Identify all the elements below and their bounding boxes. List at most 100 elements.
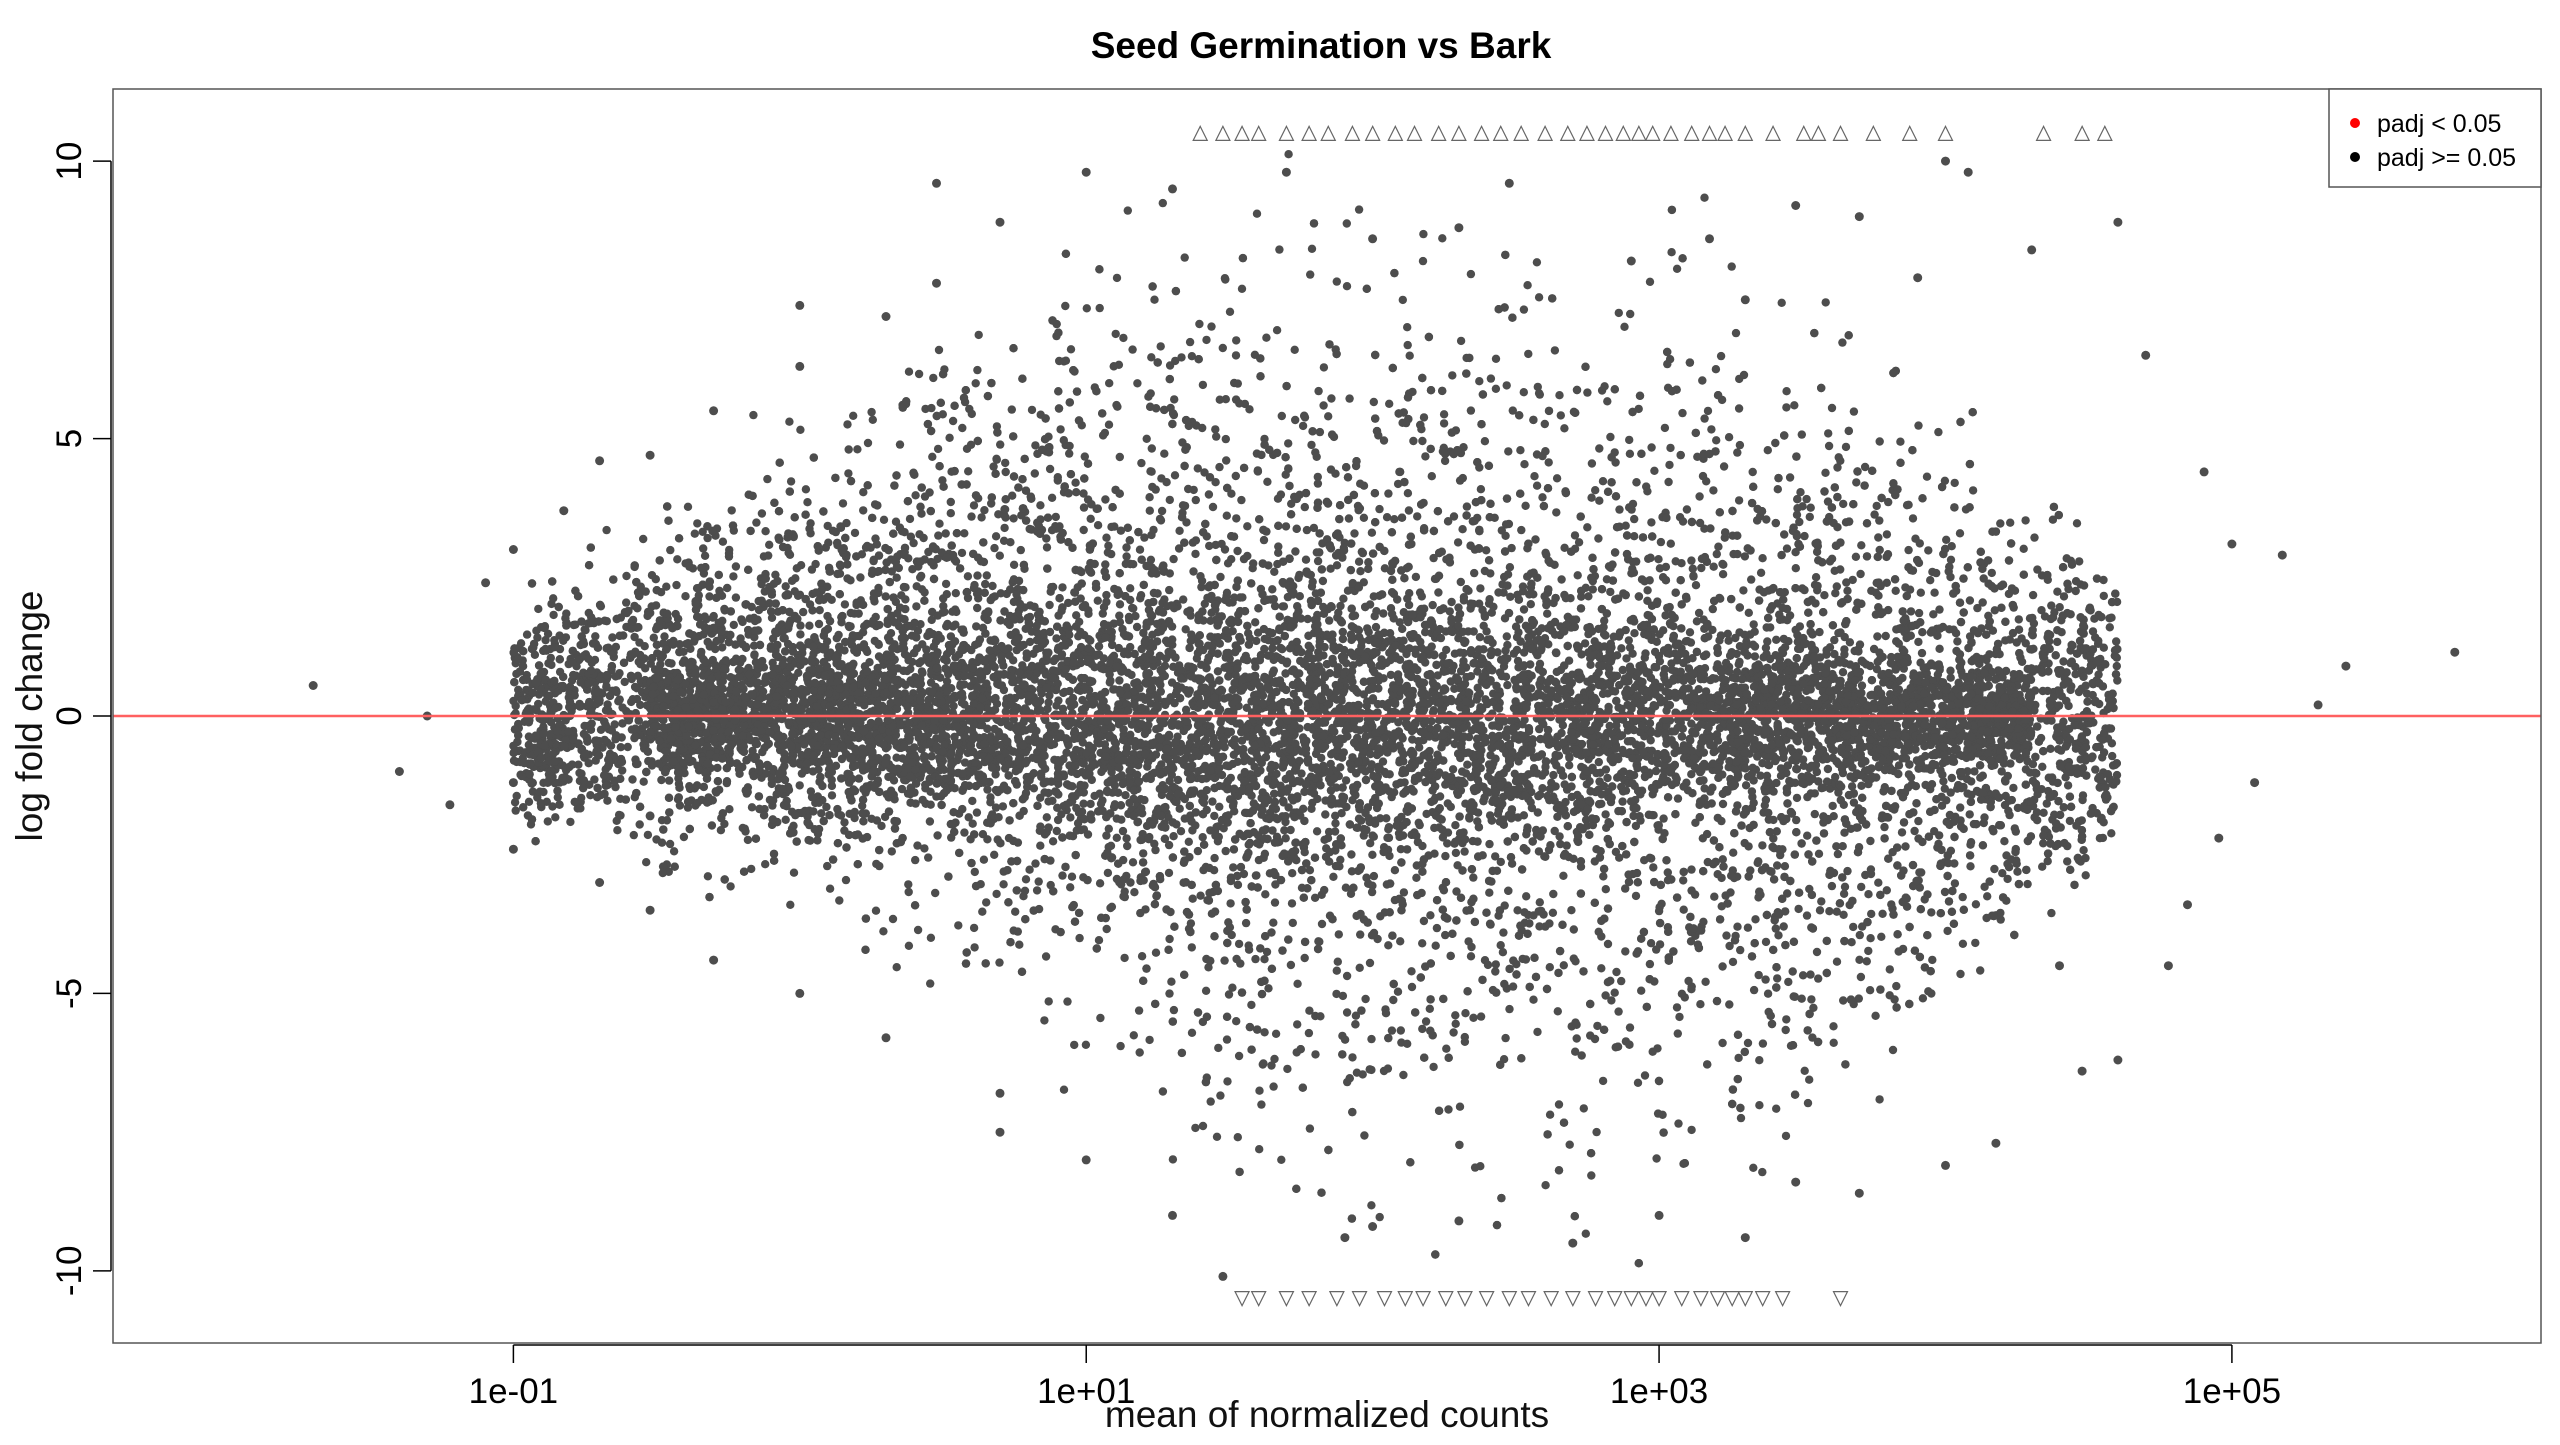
cloud-point <box>1914 608 1924 618</box>
cloud-point <box>1009 560 1019 569</box>
cloud-point <box>1556 411 1566 420</box>
cloud-point <box>1310 893 1320 902</box>
cloud-point <box>731 562 741 571</box>
cloud-point <box>642 858 651 867</box>
cloud-point <box>1431 941 1440 950</box>
cloud-point <box>1882 530 1892 539</box>
cloud-point <box>1724 636 1733 645</box>
cloud-point <box>1501 1033 1510 1043</box>
cloud-point <box>1356 930 1365 939</box>
cloud-point <box>2038 686 2048 696</box>
cloud-point <box>1350 529 1359 538</box>
cloud-point <box>1734 404 1744 413</box>
cloud-point <box>1971 900 1981 909</box>
cloud-point <box>1107 902 1117 911</box>
cloud-point <box>1165 585 1174 595</box>
cloud-point <box>1040 1016 1049 1025</box>
cloud-point <box>1871 1011 1880 1020</box>
cloud-point <box>1929 610 1938 619</box>
cloud-point <box>723 583 732 593</box>
cloud-point <box>1407 982 1417 992</box>
cloud-point <box>1191 1123 1200 1133</box>
cloud-point <box>968 819 977 828</box>
cloud-point <box>1952 646 1961 656</box>
cloud-point <box>970 867 979 877</box>
cloud-point <box>904 941 914 950</box>
cloud-point <box>957 548 967 558</box>
cloud-point <box>1210 853 1219 863</box>
cloud-point <box>827 595 836 604</box>
cloud-point <box>801 485 811 494</box>
cloud-point <box>1221 434 1231 444</box>
cloud-point <box>1067 872 1077 881</box>
cloud-point <box>1559 961 1569 970</box>
cloud-point <box>1202 335 1211 345</box>
cloud-point <box>1204 963 1213 972</box>
cloud-point <box>1603 939 1613 949</box>
cloud-point <box>2095 834 2105 843</box>
cloud-point <box>1965 810 1974 819</box>
cloud-point <box>2071 577 2081 586</box>
cloud-point <box>1875 1095 1884 1104</box>
cloud-point <box>1719 560 1728 569</box>
cloud-point <box>630 632 639 642</box>
cloud-point <box>1001 467 1010 477</box>
cloud-point <box>1393 987 1403 996</box>
cloud-point <box>1557 575 1566 584</box>
cloud-point <box>618 766 627 775</box>
cloud-point <box>1081 1040 1091 1050</box>
cloud-point <box>1810 809 1820 819</box>
cloud-point <box>1234 939 1244 949</box>
cloud-point <box>1989 827 1998 836</box>
cloud-point <box>1718 1038 1727 1048</box>
cloud-point <box>1233 1133 1243 1142</box>
cloud-point <box>1672 1003 1682 1012</box>
cloud-point <box>1469 1013 1478 1022</box>
cloud-point <box>1103 868 1113 878</box>
cloud-point <box>1958 892 1967 902</box>
cloud-point <box>1319 401 1328 410</box>
cloud-point <box>1235 399 1244 408</box>
cloud-point <box>835 896 844 905</box>
cloud-point <box>1502 381 1511 390</box>
cloud-point <box>1001 458 1010 468</box>
cloud-point <box>1892 981 1901 991</box>
cloud-point <box>912 602 921 611</box>
cloud-point <box>934 345 944 355</box>
cloud-point <box>1111 329 1120 339</box>
cloud-point <box>1324 412 1333 421</box>
cloud-point <box>679 832 689 842</box>
cloud-point <box>1672 264 1682 273</box>
cloud-point <box>2001 636 2010 645</box>
cloud-point <box>1458 525 1467 534</box>
cloud-point <box>1315 427 1325 437</box>
cloud-point <box>1284 150 1293 159</box>
cloud-point <box>2021 516 2030 525</box>
cloud-point <box>867 407 876 417</box>
cloud-point <box>1165 989 1174 998</box>
cloud-point <box>534 699 543 709</box>
cloud-point <box>1425 669 1435 679</box>
cloud-point <box>1193 464 1203 473</box>
cloud-point <box>2033 816 2042 825</box>
cloud-point <box>1429 1062 1438 1072</box>
cloud-point <box>1439 419 1449 428</box>
cloud-point <box>1601 885 1611 894</box>
cloud-point <box>1763 446 1773 455</box>
cloud-point <box>1370 612 1379 621</box>
cloud-point <box>881 592 890 601</box>
cloud-point <box>781 815 790 824</box>
cloud-point <box>1947 773 1957 783</box>
cloud-point <box>608 633 617 642</box>
cloud-point <box>602 617 611 626</box>
cloud-point <box>2075 557 2084 566</box>
cloud-point <box>1491 384 1501 393</box>
cloud-point <box>1855 955 1864 964</box>
cloud-point <box>1119 333 1128 343</box>
cloud-point <box>1519 388 1529 397</box>
cloud-point <box>1709 562 1718 571</box>
cloud-point <box>1736 945 1745 955</box>
cloud-point <box>1270 567 1279 576</box>
cloud-point <box>1874 533 1883 542</box>
cloud-point <box>1588 585 1598 594</box>
